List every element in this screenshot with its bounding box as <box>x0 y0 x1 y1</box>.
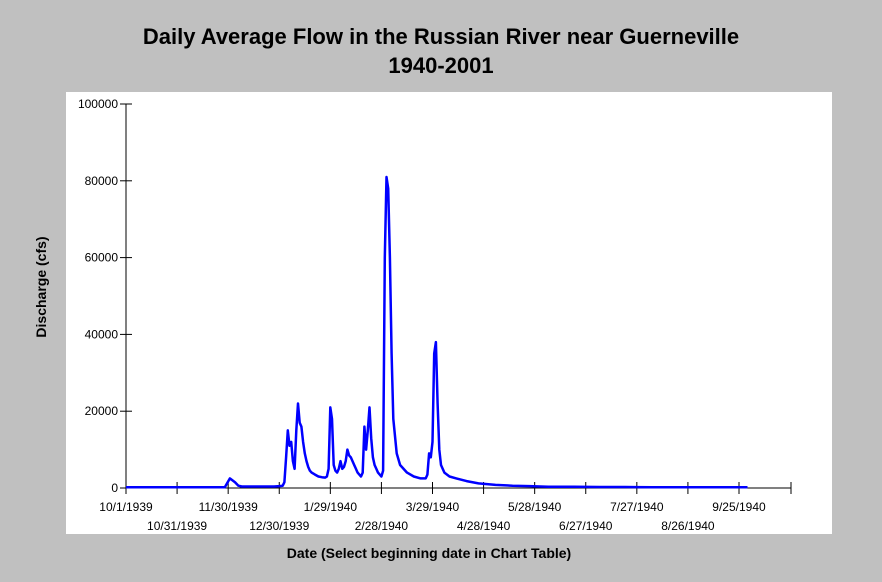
plot-area-background <box>66 92 832 534</box>
x-tick-label: 12/30/1939 <box>249 519 309 533</box>
series-layer <box>126 175 748 489</box>
x-tick-label: 2/28/1940 <box>355 519 409 533</box>
x-tick-label: 6/27/1940 <box>559 519 613 533</box>
y-tick-label: 40000 <box>85 327 119 341</box>
x-tick-label: 5/28/1940 <box>508 500 562 514</box>
x-tick-label: 7/27/1940 <box>610 500 664 514</box>
x-tick-label: 10/31/1939 <box>147 519 207 533</box>
y-tick-label: 20000 <box>85 404 119 418</box>
axes <box>125 104 791 489</box>
x-tick-label: 1/29/1940 <box>304 500 358 514</box>
discharge-series-line <box>126 175 748 489</box>
x-tick-label: 11/30/1939 <box>199 500 258 514</box>
y-tick-label: 100000 <box>78 97 118 111</box>
x-tick-label: 3/29/1940 <box>406 500 460 514</box>
y-tick-label: 0 <box>111 481 118 495</box>
x-tick-label: 9/25/1940 <box>712 500 766 514</box>
y-tick-label: 60000 <box>85 251 119 265</box>
chart-subtitle: 1940-2001 <box>388 53 494 78</box>
x-tick-label: 4/28/1940 <box>457 519 511 533</box>
x-tick-label: 8/26/1940 <box>661 519 715 533</box>
x-tick-label: 10/1/1939 <box>99 500 153 514</box>
y-axis-title: Discharge (cfs) <box>33 236 49 337</box>
y-tick-label: 80000 <box>85 174 119 188</box>
x-axis-title: Date (Select beginning date in Chart Tab… <box>287 545 571 561</box>
ticks: 0 20000 40000 60000 80000 100000 10/1/1939 10/3… <box>78 97 792 533</box>
chart-title: Daily Average Flow in the Russian River … <box>142 24 740 49</box>
